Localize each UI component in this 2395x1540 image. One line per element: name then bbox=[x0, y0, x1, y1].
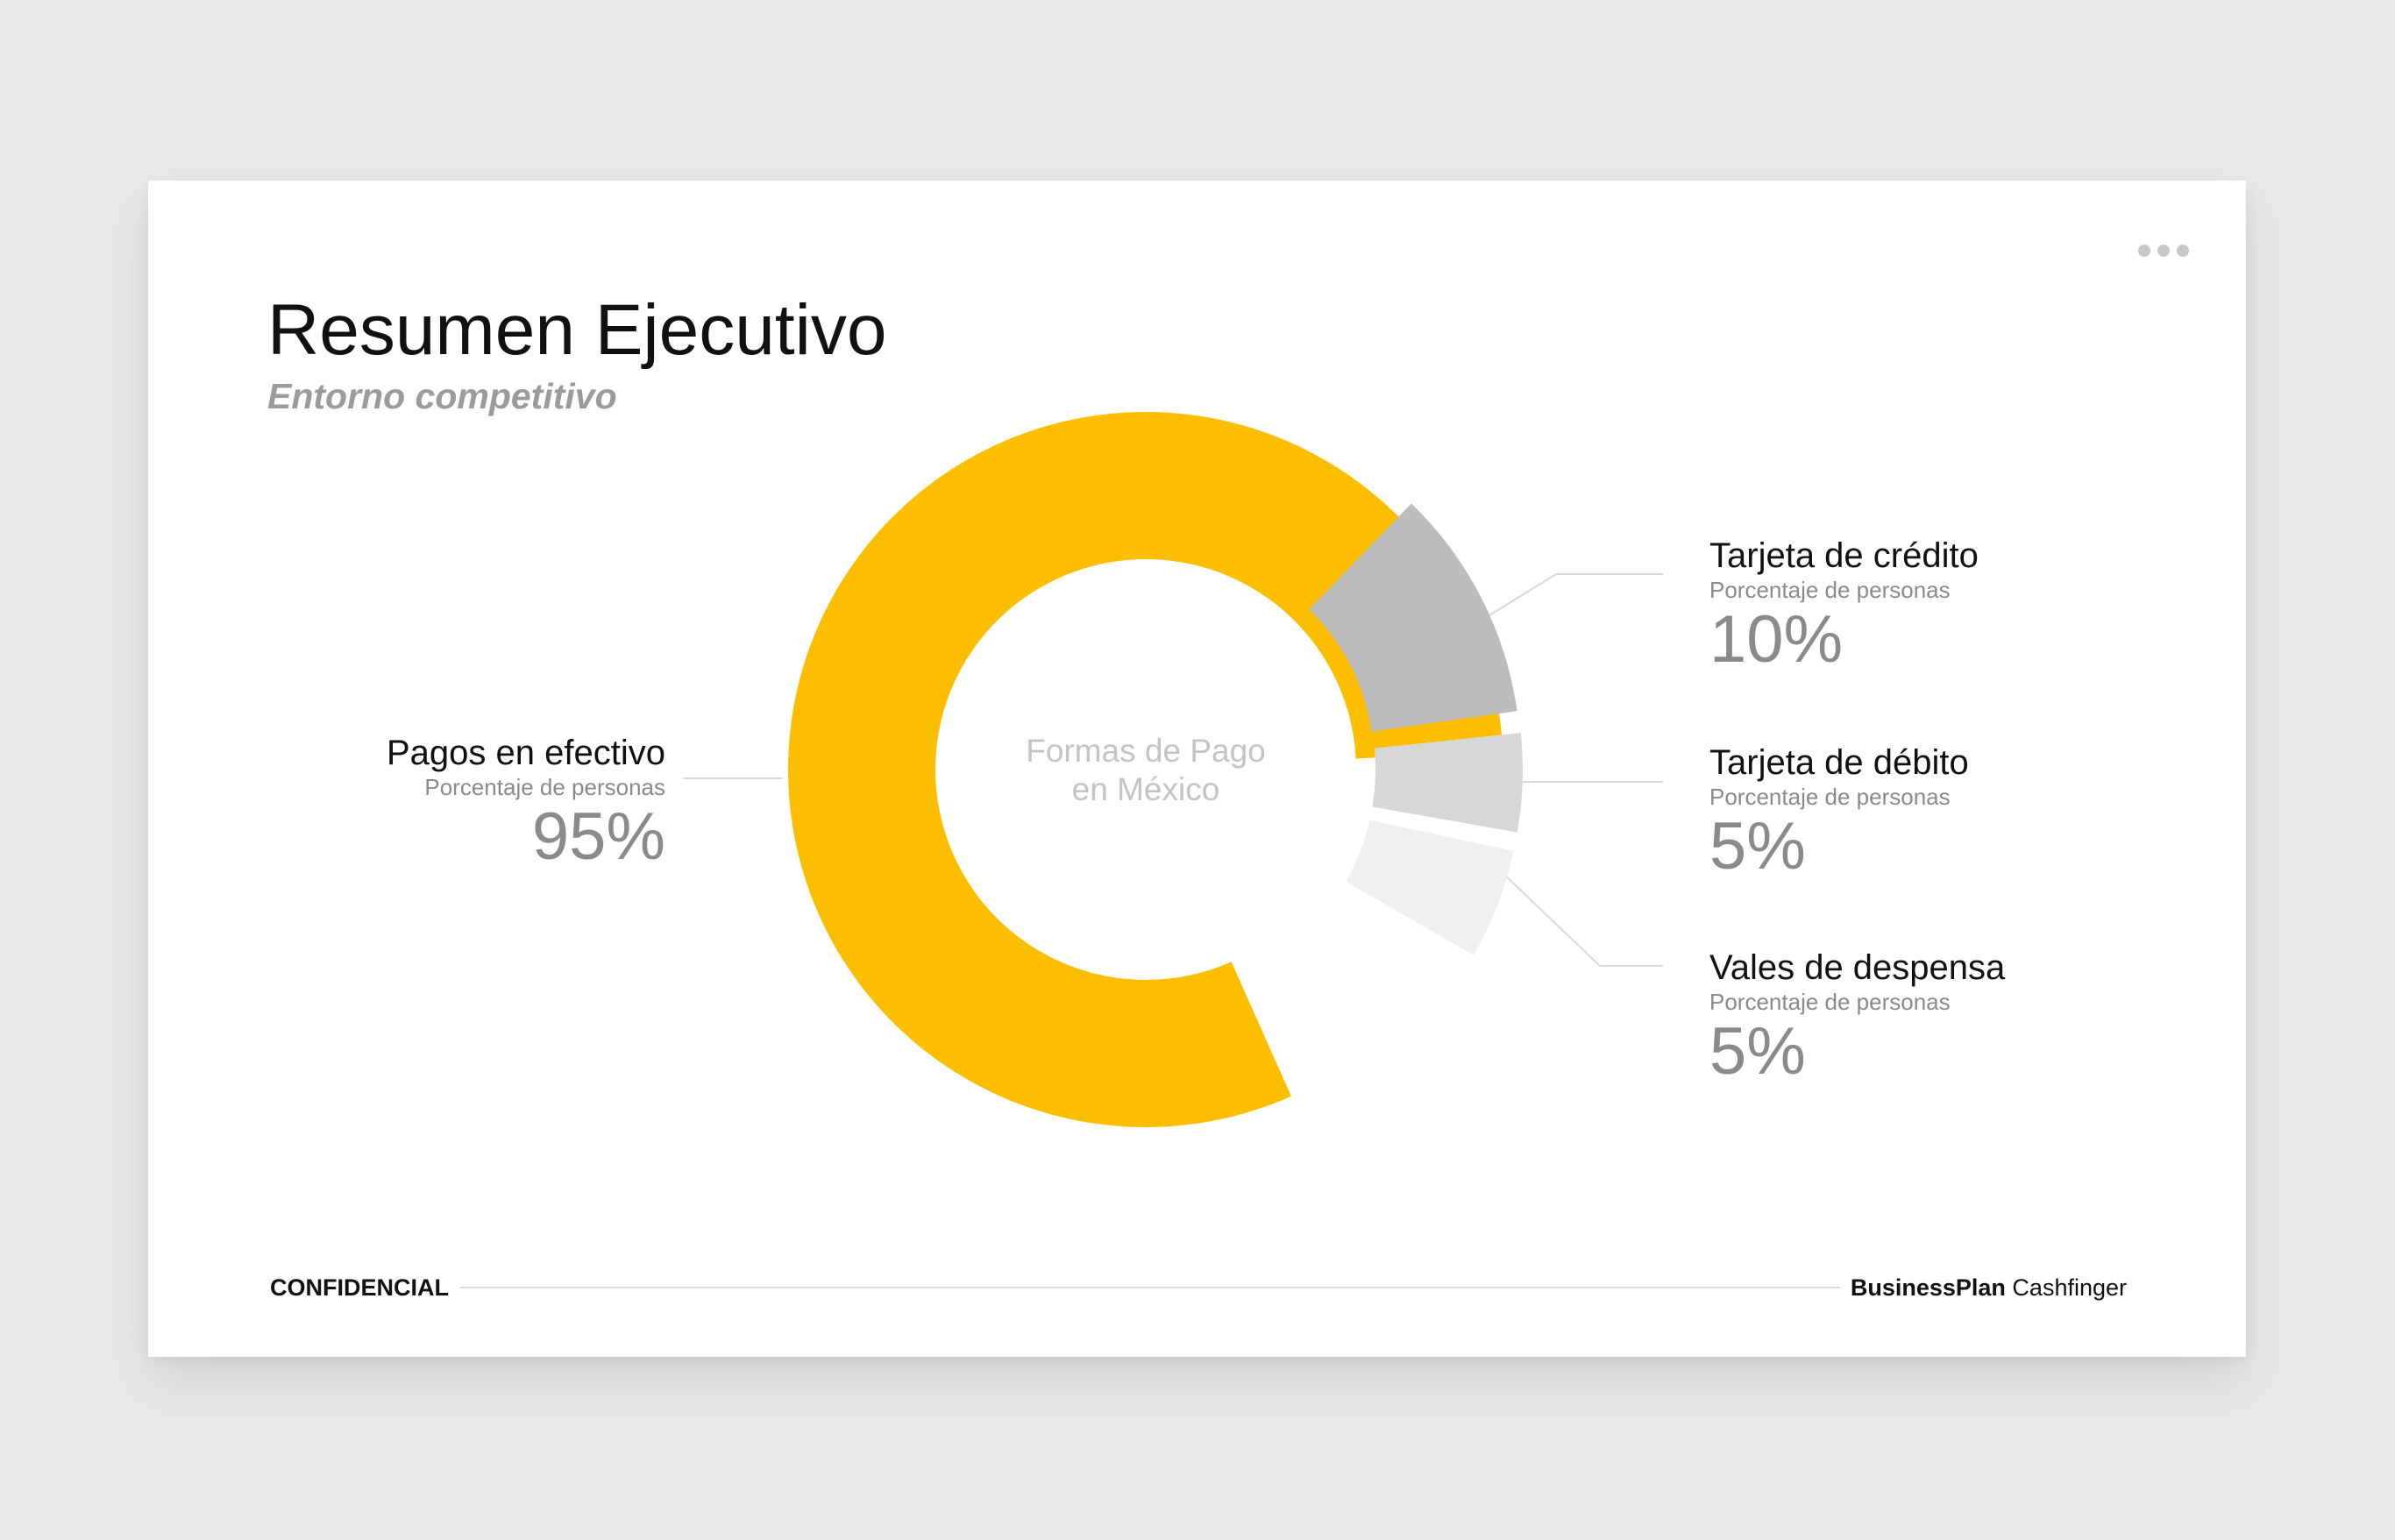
brand-label: BusinessPlan Cashfinger bbox=[1851, 1274, 2127, 1302]
slice-name: Pagos en efectivo bbox=[387, 734, 665, 772]
slice-value: 95% bbox=[531, 798, 665, 874]
label-tarjeta-de-débito: Tarjeta de débito Porcentaje de personas 5… bbox=[1709, 742, 1969, 881]
dot bbox=[2138, 245, 2150, 257]
leader-lines bbox=[683, 573, 1663, 967]
measure-label: Porcentaje de personas bbox=[1709, 989, 1951, 1015]
label-pagos-en-efectivo: Pagos en efectivo Porcentaje de personas 9… bbox=[387, 733, 665, 871]
brand-regular: Cashfinger bbox=[2005, 1274, 2127, 1301]
donut-chart: Formas de Pago en México bbox=[683, 412, 1663, 1128]
dot bbox=[2177, 245, 2189, 257]
measure-label: Porcentaje de personas bbox=[1709, 577, 1951, 603]
measure-label: Porcentaje de personas bbox=[1709, 784, 1951, 810]
slice-name: Tarjeta de crédito bbox=[1709, 536, 1979, 575]
slice-name: Vales de despensa bbox=[1709, 948, 2006, 987]
slice-pagos-en-efectivo[interactable] bbox=[788, 412, 1503, 1128]
leader-line bbox=[1489, 573, 1663, 616]
slice-name: Tarjeta de débito bbox=[1709, 743, 1969, 782]
leader-line bbox=[1502, 872, 1663, 967]
brand-bold: BusinessPlan bbox=[1850, 1274, 2006, 1301]
center-label-line-1: Formas de Pago bbox=[1026, 733, 1266, 769]
confidential-label: CONFIDENCIAL bbox=[270, 1274, 449, 1301]
slice-value: 5% bbox=[1709, 1013, 1806, 1089]
center-label-line-2: en México bbox=[1072, 771, 1220, 807]
page-title: Resumen Ejecutivo bbox=[267, 290, 887, 370]
slice-vales-de-despensa[interactable] bbox=[1346, 820, 1514, 955]
slide: Resumen Ejecutivo Entorno competitivo Fo… bbox=[148, 181, 2246, 1357]
footer-divider bbox=[460, 1287, 1840, 1288]
slice-value: 10% bbox=[1709, 601, 1844, 677]
more-dots-icon[interactable] bbox=[2138, 244, 2189, 258]
page-subtitle: Entorno competitivo bbox=[267, 376, 617, 416]
slice-value: 5% bbox=[1709, 808, 1806, 884]
slice-tarjeta-de-débito[interactable] bbox=[1372, 733, 1523, 833]
slice-tarjeta-de-crédito[interactable] bbox=[1309, 503, 1517, 732]
label-vales-de-despensa: Vales de despensa Porcentaje de personas 5… bbox=[1709, 947, 2005, 1086]
dot bbox=[2157, 245, 2170, 257]
label-tarjeta-de-crédito: Tarjeta de crédito Porcentaje de personas… bbox=[1709, 536, 1979, 674]
measure-label: Porcentaje de personas bbox=[424, 774, 665, 800]
donut-slices bbox=[788, 412, 1523, 1128]
